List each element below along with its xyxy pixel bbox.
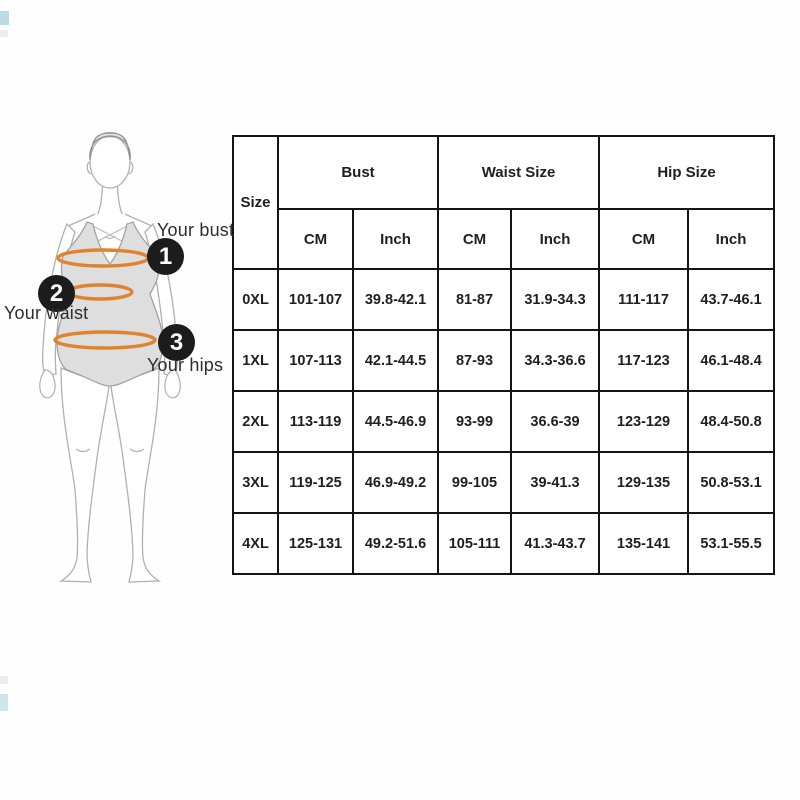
size-column-header: Size	[232, 135, 279, 270]
waist-inch-value: 36.6-39	[509, 390, 601, 453]
unit-header-bust-cm: CM	[277, 208, 354, 270]
size-value: 3XL	[232, 451, 279, 514]
photo-edge-artifact	[0, 694, 8, 711]
photo-edge-artifact	[0, 676, 8, 684]
bust-cm-value: 101-107	[277, 268, 354, 331]
table-row: 1XL 107-113 42.1-44.5 87-93 34.3-36.6 11…	[232, 329, 776, 392]
unit-header-hip-cm: CM	[598, 208, 690, 270]
bust-inch-value: 44.5-46.9	[352, 390, 439, 453]
unit-header-waist-inch: Inch	[509, 208, 601, 270]
bust-cm-value: 107-113	[277, 329, 354, 392]
size-value: 2XL	[232, 390, 279, 453]
waist-label: Your waist	[4, 303, 89, 323]
hip-cm-value: 111-117	[598, 268, 690, 331]
unit-header-waist-cm: CM	[437, 208, 512, 270]
hip-inch-value: 53.1-55.5	[687, 512, 776, 575]
waist-cm-value: 81-87	[437, 268, 512, 331]
hip-inch-value: 48.4-50.8	[687, 390, 776, 453]
bust-cm-value: 113-119	[277, 390, 354, 453]
bust-cm-value: 119-125	[277, 451, 354, 514]
waist-group-header: Waist Size	[436, 135, 601, 210]
hip-inch-value: 43.7-46.1	[687, 268, 776, 331]
hips-marker-badge: 3	[158, 324, 195, 361]
bust-marker-badge: 1	[147, 238, 184, 275]
bust-label: Your bust	[157, 220, 235, 240]
hip-cm-value: 129-135	[598, 451, 690, 514]
waist-cm-value: 99-105	[437, 451, 512, 514]
table-row: 3XL 119-125 46.9-49.2 99-105 39-41.3 129…	[232, 451, 776, 514]
photo-edge-artifact	[0, 11, 9, 25]
bust-inch-value: 46.9-49.2	[352, 451, 439, 514]
waist-inch-value: 39-41.3	[509, 451, 601, 514]
bust-inch-value: 39.8-42.1	[352, 268, 439, 331]
hip-group-header: Hip Size	[598, 135, 776, 210]
size-value: 4XL	[232, 512, 279, 575]
unit-header-hip-inch: Inch	[687, 208, 776, 270]
size-value: 0XL	[232, 268, 279, 331]
waist-inch-value: 34.3-36.6	[509, 329, 601, 392]
unit-header-bust-inch: Inch	[352, 208, 439, 270]
waist-cm-value: 105-111	[437, 512, 512, 575]
hips-label: Your hips	[147, 355, 224, 375]
bust-inch-value: 42.1-44.5	[352, 329, 439, 392]
waist-marker-badge: 2	[38, 275, 75, 312]
bust-cm-value: 125-131	[277, 512, 354, 575]
size-value: 1XL	[232, 329, 279, 392]
size-table: Size Bust Waist Size Hip Size CM Inch CM…	[232, 135, 776, 575]
hip-cm-value: 135-141	[598, 512, 690, 575]
hip-inch-value: 46.1-48.4	[687, 329, 776, 392]
photo-edge-artifact	[0, 30, 8, 37]
table-row: 4XL 125-131 49.2-51.6 105-111 41.3-43.7 …	[232, 512, 776, 575]
hip-cm-value: 123-129	[598, 390, 690, 453]
waist-cm-value: 87-93	[437, 329, 512, 392]
waist-inch-value: 31.9-34.3	[509, 268, 601, 331]
hip-inch-value: 50.8-53.1	[687, 451, 776, 514]
table-row: 0XL 101-107 39.8-42.1 81-87 31.9-34.3 11…	[232, 268, 776, 331]
hip-cm-value: 117-123	[598, 329, 690, 392]
bust-inch-value: 49.2-51.6	[352, 512, 439, 575]
waist-inch-value: 41.3-43.7	[509, 512, 601, 575]
waist-cm-value: 93-99	[437, 390, 512, 453]
hips-measure-line	[53, 330, 157, 350]
bust-group-header: Bust	[277, 135, 439, 210]
table-row: 2XL 113-119 44.5-46.9 93-99 36.6-39 123-…	[232, 390, 776, 453]
